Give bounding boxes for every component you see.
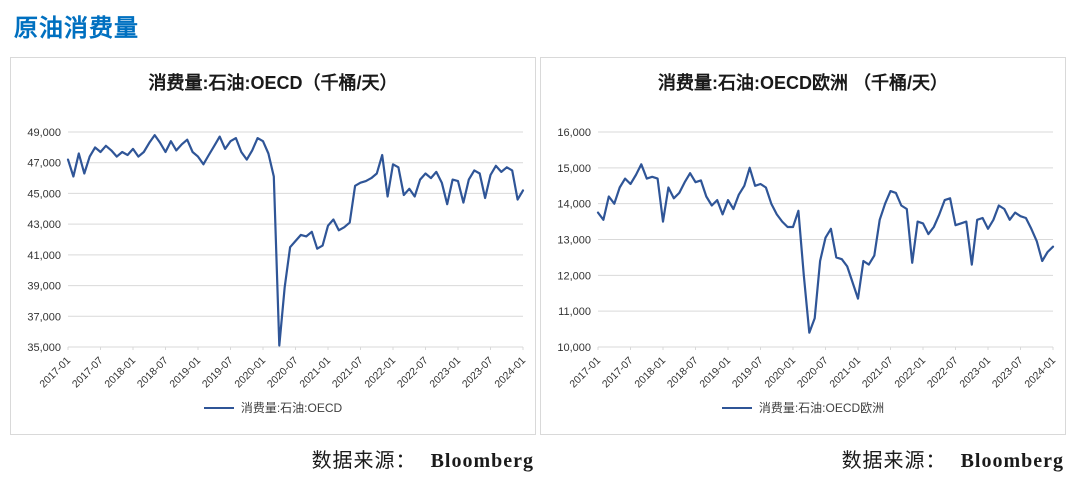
svg-text:2021-07: 2021-07 [329,355,365,391]
data-source-left: 数据来源： Bloomberg [10,444,536,473]
svg-text:2017-07: 2017-07 [599,355,635,391]
svg-text:10,000: 10,000 [557,342,591,354]
svg-text:2017-07: 2017-07 [69,355,105,391]
svg-text:2022-07: 2022-07 [394,355,430,391]
legend-oecd: 消费量:石油:OECD [203,399,343,416]
line-chart-oecd: 35,000 37,000 39,000 41,000 43,000 45,000 47,0… [27,127,528,391]
svg-text:2022-01: 2022-01 [362,355,398,391]
svg-text:2023-01: 2023-01 [957,355,993,391]
legend-oecd-europe: 消费量:石油:OECD欧洲 [721,399,885,416]
svg-text:2020-07: 2020-07 [264,355,300,391]
svg-text:2019-07: 2019-07 [199,355,235,391]
svg-text:2024-01: 2024-01 [1022,355,1058,391]
svg-text:43,000: 43,000 [27,219,61,231]
svg-text:2023-07: 2023-07 [989,355,1025,391]
chart-panel-oecd: 消费量:石油:OECD（千桶/天） 35,000 37,000 39,000 41,0… [10,57,536,435]
source-value: Bloomberg [960,450,1064,472]
svg-text:2018-07: 2018-07 [664,355,700,391]
svg-text:2017-01: 2017-01 [37,355,73,391]
svg-text:47,000: 47,000 [27,158,61,170]
svg-text:37,000: 37,000 [27,311,61,323]
svg-text:16,000: 16,000 [557,127,591,139]
svg-text:39,000: 39,000 [27,281,61,293]
legend-line-icon [203,406,234,409]
svg-text:2021-07: 2021-07 [859,355,895,391]
source-label: 数据来源： [841,450,947,472]
svg-text:41,000: 41,000 [27,250,61,262]
chart-title-oecd: 消费量:石油:OECD（千桶/天） [148,73,398,93]
svg-text:2023-07: 2023-07 [459,355,495,391]
legend-line-icon [721,406,752,409]
svg-text:2021-01: 2021-01 [827,355,863,391]
line-chart-oecd-europe: 10,000 11,000 12,000 13,000 14,000 15,000 16,0… [557,127,1058,391]
svg-text:2021-01: 2021-01 [297,355,333,391]
legend-label: 消费量:石油:OECD [240,401,343,415]
svg-text:2020-01: 2020-01 [232,355,268,391]
svg-text:2019-01: 2019-01 [167,355,203,391]
svg-text:2022-07: 2022-07 [924,355,960,391]
page-title: 原油消费量 [14,15,139,42]
svg-text:2018-01: 2018-01 [632,355,668,391]
svg-text:2017-01: 2017-01 [567,355,603,391]
svg-text:2023-01: 2023-01 [427,355,463,391]
legend-label: 消费量:石油:OECD欧洲 [758,401,885,415]
source-label: 数据来源： [311,450,417,472]
chart-panel-oecd-europe: 消费量:石油:OECD欧洲 （千桶/天） 10,000 11,000 12,000 1… [540,57,1066,435]
svg-text:14,000: 14,000 [557,199,591,211]
svg-text:2024-01: 2024-01 [492,355,528,391]
data-source-right: 数据来源： Bloomberg [540,444,1066,473]
sources-row: 数据来源： Bloomberg 数据来源： Bloomberg [10,444,1066,473]
charts-container: 消费量:石油:OECD（千桶/天） 35,000 37,000 39,000 41,0… [10,57,1066,435]
svg-text:2022-01: 2022-01 [892,355,928,391]
svg-text:2020-07: 2020-07 [794,355,830,391]
svg-text:2019-01: 2019-01 [697,355,733,391]
svg-text:49,000: 49,000 [27,127,61,139]
svg-text:2019-07: 2019-07 [729,355,765,391]
svg-text:15,000: 15,000 [557,163,591,175]
svg-text:2020-01: 2020-01 [762,355,798,391]
svg-text:13,000: 13,000 [557,235,591,247]
svg-text:2018-01: 2018-01 [102,355,138,391]
svg-text:45,000: 45,000 [27,188,61,200]
svg-text:12,000: 12,000 [557,270,591,282]
svg-text:35,000: 35,000 [27,342,61,354]
chart-title-oecd-europe: 消费量:石油:OECD欧洲 （千桶/天） [658,73,948,93]
source-value: Bloomberg [430,450,534,472]
svg-text:11,000: 11,000 [558,306,591,318]
svg-text:2018-07: 2018-07 [134,355,170,391]
